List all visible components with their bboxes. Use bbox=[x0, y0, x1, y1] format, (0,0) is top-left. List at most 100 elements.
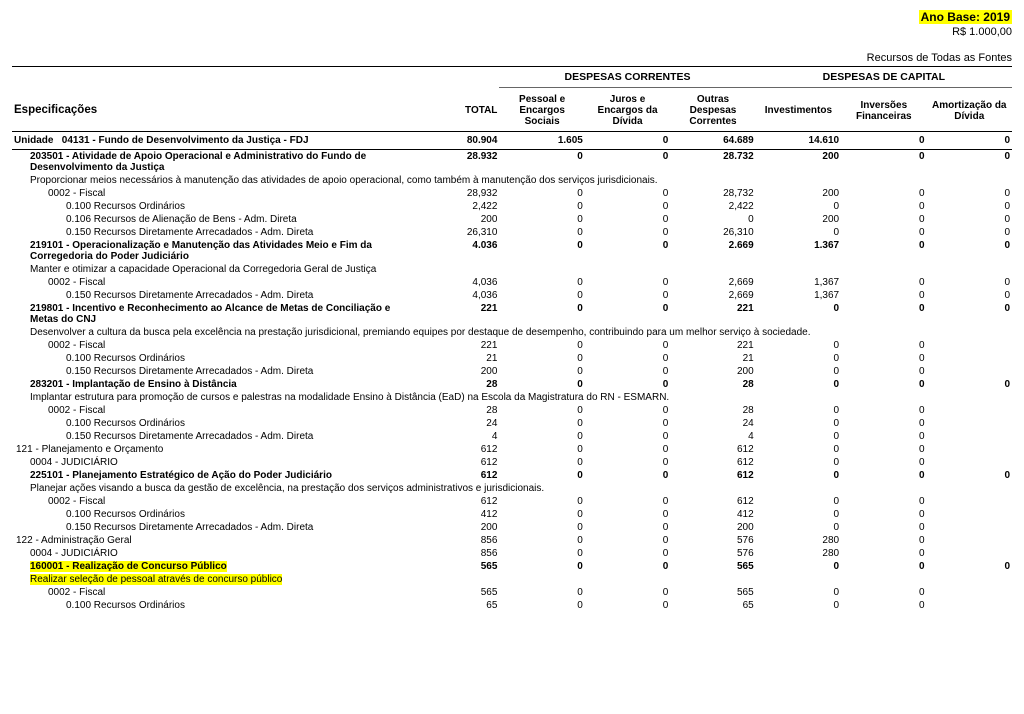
value-cell: 0 bbox=[841, 289, 926, 302]
value-cell: 0 bbox=[756, 599, 841, 612]
value-cell: 0 bbox=[585, 289, 670, 302]
value-cell: 565 bbox=[670, 560, 755, 573]
spec-cell: 0.100 Recursos Ordinários bbox=[12, 599, 414, 612]
table-row: Planejar ações visando a busca da gestão… bbox=[12, 482, 1012, 495]
value-cell: 0 bbox=[670, 213, 755, 226]
value-cell bbox=[927, 443, 1012, 456]
col-inversoes: Inversões Financeiras bbox=[841, 88, 926, 132]
value-cell: 0 bbox=[756, 469, 841, 482]
value-cell: 0 bbox=[756, 495, 841, 508]
value-cell: 200 bbox=[414, 365, 499, 378]
value-cell: 0 bbox=[841, 521, 926, 534]
col-total: TOTAL bbox=[414, 88, 499, 132]
value-cell: 576 bbox=[670, 547, 755, 560]
value-cell: 2,669 bbox=[670, 289, 755, 302]
table-body: Unidade 04131 - Fundo de Desenvolvimento… bbox=[12, 132, 1012, 613]
spec-cell: 0.100 Recursos Ordinários bbox=[12, 352, 414, 365]
table-row: 0.100 Recursos Ordinários2,422002,422000 bbox=[12, 200, 1012, 213]
col-amort: Amortização da Dívida bbox=[927, 88, 1012, 132]
table-row: Realizar seleção de pessoal através de c… bbox=[12, 573, 1012, 586]
value-cell: 0 bbox=[499, 365, 584, 378]
table-row: Proporcionar meios necessários à manuten… bbox=[12, 174, 1012, 187]
value-cell: 565 bbox=[670, 586, 755, 599]
value-cell: 0 bbox=[585, 469, 670, 482]
value-cell: 0 bbox=[841, 469, 926, 482]
spec-cell: 0.100 Recursos Ordinários bbox=[12, 200, 414, 213]
col-outras: Outras Despesas Correntes bbox=[670, 88, 755, 132]
value-cell: 0 bbox=[841, 404, 926, 417]
value-cell: 0 bbox=[585, 417, 670, 430]
value-cell: 612 bbox=[414, 495, 499, 508]
desc-cell: Proporcionar meios necessários à manuten… bbox=[12, 174, 1012, 187]
value-cell: 0 bbox=[585, 456, 670, 469]
spec-cell: 160001 - Realização de Concurso Público bbox=[12, 560, 414, 573]
value-cell: 412 bbox=[670, 508, 755, 521]
table-row: 283201 - Implantação de Ensino à Distânc… bbox=[12, 378, 1012, 391]
value-cell: 0 bbox=[499, 456, 584, 469]
value-cell: 24 bbox=[670, 417, 755, 430]
value-cell: 28 bbox=[670, 378, 755, 391]
desc-cell: Desenvolver a cultura da busca pela exce… bbox=[12, 326, 1012, 339]
value-cell: 0 bbox=[756, 226, 841, 239]
value-cell bbox=[927, 430, 1012, 443]
spec-cell: 0.150 Recursos Diretamente Arrecadados -… bbox=[12, 430, 414, 443]
value-cell: 2.669 bbox=[670, 239, 755, 263]
value-cell: 0 bbox=[585, 443, 670, 456]
table-row: Unidade 04131 - Fundo de Desenvolvimento… bbox=[12, 132, 1012, 150]
value-cell: 0 bbox=[841, 586, 926, 599]
value-cell: 612 bbox=[414, 456, 499, 469]
value-cell: 0 bbox=[841, 132, 926, 150]
value-cell: 221 bbox=[670, 302, 755, 326]
value-cell: 0 bbox=[841, 200, 926, 213]
value-cell: 21 bbox=[414, 352, 499, 365]
value-cell: 0 bbox=[499, 469, 584, 482]
value-cell: 0 bbox=[585, 187, 670, 200]
value-cell: 0 bbox=[756, 404, 841, 417]
value-cell bbox=[927, 508, 1012, 521]
value-cell: 0 bbox=[585, 239, 670, 263]
value-cell: 2,422 bbox=[670, 200, 755, 213]
value-cell: 0 bbox=[841, 226, 926, 239]
value-cell: 200 bbox=[670, 521, 755, 534]
value-cell: 4 bbox=[414, 430, 499, 443]
currency-unit: R$ 1.000,00 bbox=[12, 26, 1012, 38]
table-row: 0004 - JUDICIÁRIO6120061200 bbox=[12, 456, 1012, 469]
value-cell: 4,036 bbox=[414, 276, 499, 289]
table-row: 0004 - JUDICIÁRIO856005762800 bbox=[12, 547, 1012, 560]
value-cell: 2,422 bbox=[414, 200, 499, 213]
value-cell: 0 bbox=[756, 417, 841, 430]
table-row: 0.100 Recursos Ordinários65006500 bbox=[12, 599, 1012, 612]
value-cell: 0 bbox=[585, 430, 670, 443]
value-cell: 0 bbox=[927, 276, 1012, 289]
value-cell: 0 bbox=[756, 456, 841, 469]
value-cell bbox=[927, 495, 1012, 508]
value-cell: 0 bbox=[756, 200, 841, 213]
value-cell: 0 bbox=[841, 495, 926, 508]
spec-cell: 0002 - Fiscal bbox=[12, 495, 414, 508]
value-cell: 0 bbox=[499, 443, 584, 456]
value-cell: 1.367 bbox=[756, 239, 841, 263]
value-cell: 576 bbox=[670, 534, 755, 547]
value-cell: 0 bbox=[499, 508, 584, 521]
value-cell: 0 bbox=[841, 365, 926, 378]
value-cell: 0 bbox=[585, 200, 670, 213]
value-cell: 0 bbox=[841, 352, 926, 365]
table-row: Desenvolver a cultura da busca pela exce… bbox=[12, 326, 1012, 339]
value-cell: 0 bbox=[927, 226, 1012, 239]
value-cell: 0 bbox=[841, 456, 926, 469]
value-cell: 0 bbox=[585, 534, 670, 547]
value-cell: 21 bbox=[670, 352, 755, 365]
value-cell: 280 bbox=[756, 534, 841, 547]
value-cell: 0 bbox=[841, 378, 926, 391]
value-cell: 0 bbox=[499, 150, 584, 175]
spec-cell: 0.100 Recursos Ordinários bbox=[12, 508, 414, 521]
value-cell: 2,669 bbox=[670, 276, 755, 289]
spec-cell: 0.150 Recursos Diretamente Arrecadados -… bbox=[12, 226, 414, 239]
value-cell bbox=[927, 352, 1012, 365]
value-cell: 0 bbox=[499, 430, 584, 443]
value-cell: 0 bbox=[585, 521, 670, 534]
value-cell: 80.904 bbox=[414, 132, 499, 150]
value-cell: 612 bbox=[670, 456, 755, 469]
value-cell: 0 bbox=[585, 352, 670, 365]
value-cell: 0 bbox=[499, 289, 584, 302]
